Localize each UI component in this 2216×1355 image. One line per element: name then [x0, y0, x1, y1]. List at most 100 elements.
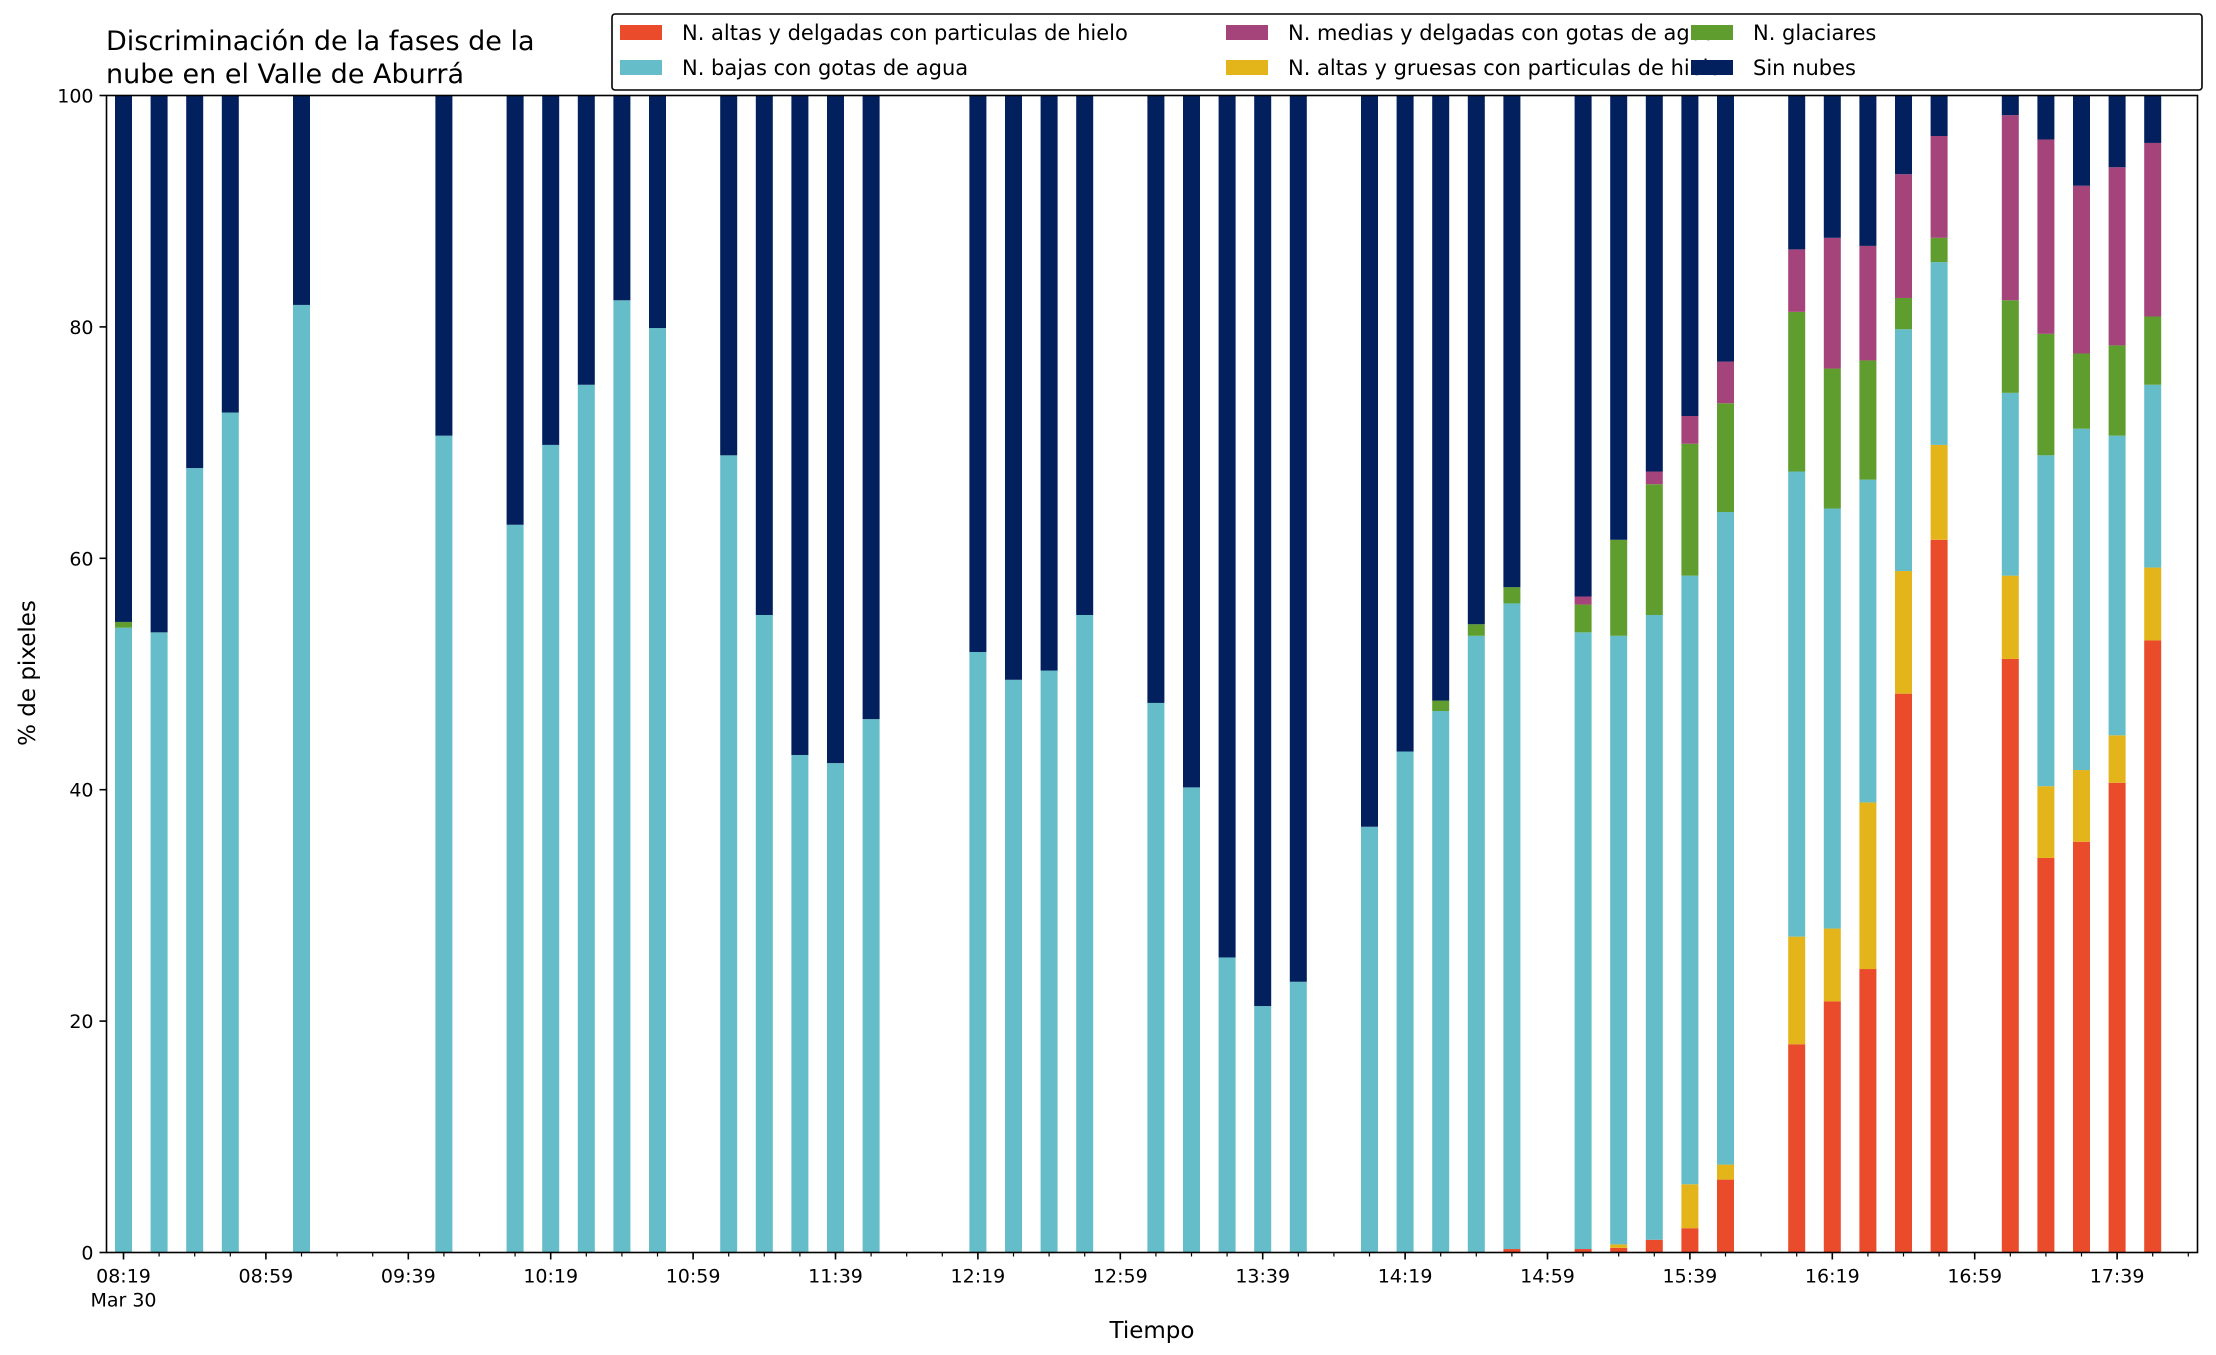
bar-segment	[2001, 115, 2019, 301]
bar-segment	[1040, 670, 1058, 1253]
legend-label: N. altas y gruesas con particulas de hie…	[1288, 56, 1721, 80]
bar-segment	[2037, 786, 2055, 858]
legend-item: N. medias y delgadas con gotas de agua	[1226, 21, 1716, 45]
x-tick-label: 10:59	[666, 1266, 721, 1288]
bar-segment	[862, 95, 880, 720]
bar-segment	[1681, 95, 1699, 416]
legend-item: N. altas y delgadas con particulas de hi…	[620, 21, 1128, 45]
bar-segment	[435, 435, 453, 1253]
bar-segment	[115, 95, 132, 622]
bar-segment	[1645, 471, 1663, 485]
bar-segment	[1254, 1006, 1272, 1253]
legend-swatch	[1226, 60, 1268, 75]
bar-segment	[1574, 632, 1592, 1250]
bar-segment	[1574, 604, 1592, 633]
bar-segment	[1823, 95, 1841, 238]
bar-stack	[2037, 95, 2055, 1253]
bar-stack	[150, 95, 168, 1253]
bar-segment	[1788, 1044, 1806, 1253]
bar-stack	[1289, 95, 1307, 1253]
bar-stack	[1467, 95, 1485, 1253]
bar-segment	[186, 95, 204, 469]
bar-stack	[115, 95, 132, 1253]
bar-segment	[1895, 174, 1912, 298]
bar-segment	[2037, 95, 2055, 140]
bar-segment	[1645, 95, 1663, 472]
bar-segment	[1503, 1249, 1521, 1253]
bar-segment	[2144, 640, 2162, 1253]
bar-segment	[542, 95, 560, 445]
chart-title-line-2: nube en el Valle de Aburrá	[106, 59, 464, 90]
bar-segment	[186, 468, 204, 1253]
y-axis: 0 20 40 60 80 100	[57, 86, 107, 1265]
legend-item: Sin nubes	[1691, 56, 1856, 80]
bar-stack	[435, 95, 453, 1253]
bar-segment	[1076, 614, 1094, 1253]
bar-stack	[506, 95, 524, 1253]
bar-segment	[720, 455, 738, 1253]
bar-segment	[542, 444, 560, 1253]
legend-item: N. altas y gruesas con particulas de hie…	[1226, 56, 1721, 80]
bar-segment	[1396, 95, 1414, 752]
bar-segment	[1610, 1247, 1628, 1253]
bar-stack	[1503, 95, 1521, 1253]
bar-segment	[1361, 826, 1378, 1253]
x-tick-sublabel: Mar 30	[90, 1290, 156, 1312]
bar-segment	[2001, 575, 2019, 659]
bar-segment	[2108, 435, 2126, 736]
bar-segment	[1717, 95, 1734, 362]
bar-segment	[1467, 624, 1485, 636]
bar-segment	[1076, 95, 1094, 615]
x-tick-label: 12:19	[951, 1266, 1006, 1288]
legend-swatch	[620, 25, 662, 40]
bar-segment	[1645, 1239, 1663, 1253]
bar-segment	[969, 95, 987, 653]
bar-segment	[2073, 841, 2090, 1253]
bar-segment	[1467, 95, 1485, 625]
y-tick-label: 20	[69, 1011, 93, 1033]
bar-stack	[791, 95, 809, 1253]
plot-frame	[105, 94, 2199, 1254]
legend-item: N. bajas con gotas de agua	[620, 56, 968, 80]
bar-segment	[435, 95, 453, 436]
bar-segment	[2108, 782, 2126, 1253]
bar-stack	[1574, 95, 1592, 1253]
legend: N. altas y delgadas con particulas de hi…	[611, 13, 2203, 91]
bar-segment	[2037, 857, 2055, 1253]
legend-label: N. altas y delgadas con particulas de hi…	[682, 21, 1128, 45]
bar-segment	[1610, 95, 1628, 540]
bar-segment	[1930, 539, 1948, 1253]
bar-segment	[2144, 316, 2162, 385]
bar-segment	[1183, 95, 1200, 788]
bar-stack	[1717, 95, 1734, 1253]
bar-stack	[1610, 95, 1628, 1253]
legend-swatch	[1226, 25, 1268, 40]
y-tick-label: 0	[81, 1243, 93, 1265]
bar-stack	[755, 95, 773, 1253]
bar-segment	[1040, 95, 1058, 671]
bar-segment	[2001, 658, 2019, 1253]
bar-segment	[1574, 596, 1592, 605]
bar-segment	[1361, 95, 1378, 827]
x-tick-label: 10:19	[523, 1266, 578, 1288]
bar-segment	[1681, 1228, 1699, 1253]
bar-segment	[1823, 508, 1841, 929]
bar-segment	[1610, 1244, 1628, 1248]
bar-stack	[862, 95, 880, 1253]
bar-segment	[1681, 1184, 1699, 1229]
bar-segment	[1895, 693, 1912, 1253]
bar-stack	[649, 95, 666, 1253]
bar-segment	[115, 621, 132, 628]
bar-segment	[577, 384, 595, 1253]
bar-stack	[2073, 95, 2090, 1253]
bar-segment	[1823, 237, 1841, 369]
chart-title-line-1: Discriminación de la fases de la	[106, 26, 535, 57]
bar-segment	[1645, 614, 1663, 1240]
bar-stack	[720, 95, 738, 1253]
x-tick-label: 16:19	[1805, 1266, 1860, 1288]
bar-stack	[969, 95, 987, 1253]
bar-segment	[1930, 237, 1948, 263]
bar-segment	[1859, 245, 1877, 361]
